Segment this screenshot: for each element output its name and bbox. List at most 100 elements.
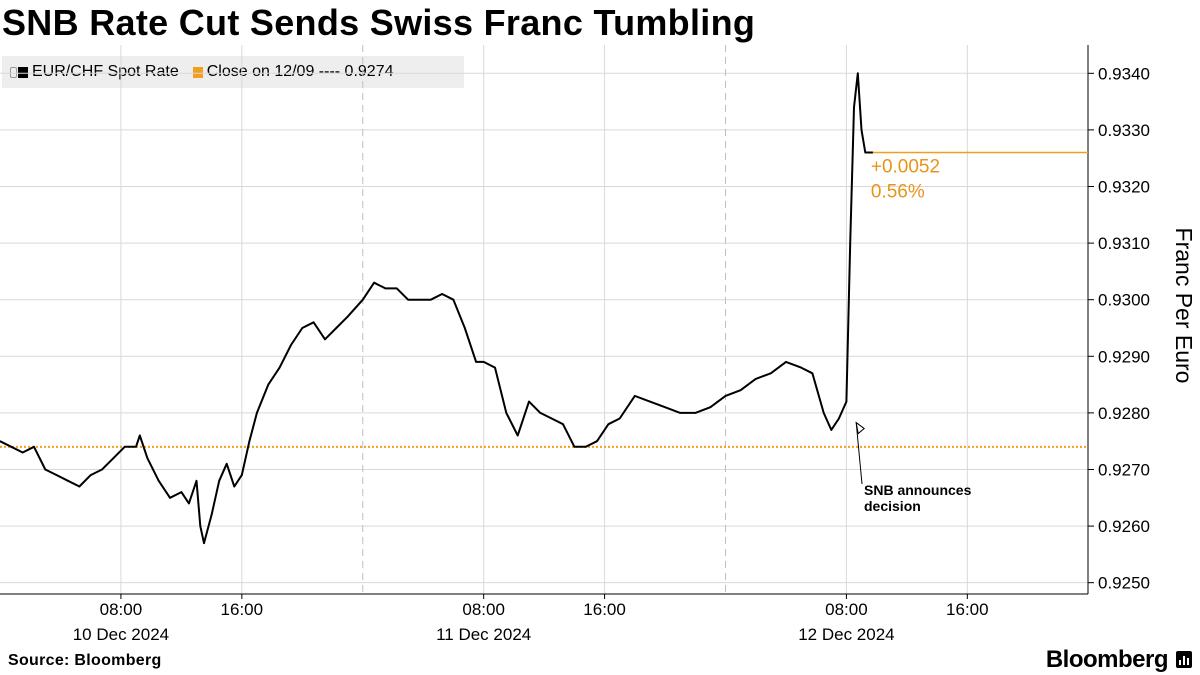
data-point xyxy=(188,502,190,505)
data-point xyxy=(724,395,727,397)
data-point xyxy=(146,457,149,460)
data-point xyxy=(754,378,757,380)
data-point xyxy=(21,451,24,454)
data-point xyxy=(482,361,485,363)
data-point xyxy=(10,446,13,448)
data-point xyxy=(607,423,610,426)
data-point xyxy=(135,446,137,448)
data-point xyxy=(44,468,47,471)
pin-icon xyxy=(10,66,17,78)
data-point xyxy=(770,372,772,375)
x-tick-label: 16:00 xyxy=(583,600,626,619)
data-point xyxy=(33,446,35,448)
y-tick-label: 0.9290 xyxy=(1098,347,1150,366)
data-point xyxy=(199,525,202,527)
data-point xyxy=(845,400,848,403)
data-point xyxy=(384,287,387,290)
x-tick-label: 08:00 xyxy=(100,600,143,619)
x-tick-label: 08:00 xyxy=(825,600,868,619)
data-point xyxy=(452,298,455,301)
data-point xyxy=(811,372,814,375)
legend: EUR/CHF Spot Rate Close on 12/09 ---- 0.… xyxy=(2,56,464,88)
legend-label-spot: EUR/CHF Spot Rate xyxy=(32,63,179,80)
data-point xyxy=(0,440,1,442)
data-point xyxy=(55,474,58,476)
data-point xyxy=(157,480,160,482)
data-point xyxy=(853,106,855,109)
data-point xyxy=(573,446,576,448)
data-point xyxy=(256,412,258,414)
data-point xyxy=(539,412,542,414)
data-point xyxy=(860,129,863,131)
spot-rate-line xyxy=(0,72,873,545)
data-point xyxy=(550,417,553,420)
legend-label-close: Close on 12/09 ---- 0.9274 xyxy=(206,63,394,80)
data-point xyxy=(225,463,228,465)
data-point xyxy=(664,406,666,409)
data-point xyxy=(373,281,375,284)
data-point xyxy=(562,423,564,426)
source-note: Source: Bloomberg xyxy=(8,652,162,669)
data-point xyxy=(67,480,69,482)
y-tick-label: 0.9250 xyxy=(1098,574,1150,593)
data-point xyxy=(868,151,870,154)
x-date-label: 12 Dec 2024 xyxy=(798,625,894,640)
data-point xyxy=(528,400,530,403)
data-point xyxy=(857,72,859,75)
data-point xyxy=(822,412,825,414)
data-point xyxy=(89,474,92,476)
data-point xyxy=(505,412,508,414)
data-point xyxy=(709,406,712,409)
data-point xyxy=(830,429,833,431)
event-label-line2: decision xyxy=(864,498,921,514)
data-point xyxy=(210,514,213,516)
data-point xyxy=(78,485,81,488)
data-point xyxy=(101,468,103,471)
y-tick-label: 0.9260 xyxy=(1098,517,1150,536)
legend-swatch-close xyxy=(192,66,203,78)
data-point xyxy=(335,327,338,329)
data-point xyxy=(634,395,636,397)
data-point xyxy=(248,440,251,443)
x-tick-label: 16:00 xyxy=(221,600,264,619)
data-point xyxy=(475,361,477,363)
chart-plot: 0.9250 0.9260 0.9270 0.9280 0.9290 0.9300 0.93… xyxy=(0,45,1197,640)
legend-item-close[interactable]: Close on 12/09 ---- 0.9274 xyxy=(192,63,394,81)
data-point xyxy=(739,389,742,392)
data-point xyxy=(278,366,281,369)
data-point xyxy=(396,287,398,290)
y-tick-label: 0.9310 xyxy=(1098,234,1150,253)
x-tick-label: 16:00 xyxy=(946,600,989,619)
data-point xyxy=(584,446,587,448)
data-point xyxy=(679,412,681,414)
change-label: +0.0052 xyxy=(871,157,940,178)
data-point xyxy=(785,361,787,363)
data-point xyxy=(430,298,432,301)
data-point xyxy=(312,321,315,324)
y-axis-title: Franc Per Euro xyxy=(1171,228,1197,384)
bloomberg-badge-icon xyxy=(1176,651,1192,668)
data-point xyxy=(195,480,198,482)
data-point xyxy=(241,474,243,476)
event-arrow-head xyxy=(855,421,866,435)
x-tick-label: 08:00 xyxy=(462,600,505,619)
data-point xyxy=(112,457,115,460)
data-point xyxy=(494,366,496,369)
data-point xyxy=(441,293,443,295)
event-label-line1: SNB announces xyxy=(864,482,972,498)
data-point xyxy=(464,327,466,329)
data-point xyxy=(301,327,304,329)
legend-swatch-spot xyxy=(18,66,28,78)
data-point xyxy=(139,434,141,437)
data-point xyxy=(346,315,349,318)
x-date-label: 11 Dec 2024 xyxy=(436,625,531,640)
y-tick-label: 0.9300 xyxy=(1098,291,1150,310)
data-point xyxy=(516,434,519,437)
change-pct-label: 0.56% xyxy=(871,182,925,203)
data-point xyxy=(180,491,183,493)
chart-title: SNB Rate Cut Sends Swiss Franc Tumbling xyxy=(2,2,756,43)
data-point xyxy=(407,298,409,301)
legend-item-spot[interactable]: EUR/CHF Spot Rate xyxy=(10,63,179,81)
data-point xyxy=(290,344,292,346)
data-point xyxy=(864,151,867,154)
